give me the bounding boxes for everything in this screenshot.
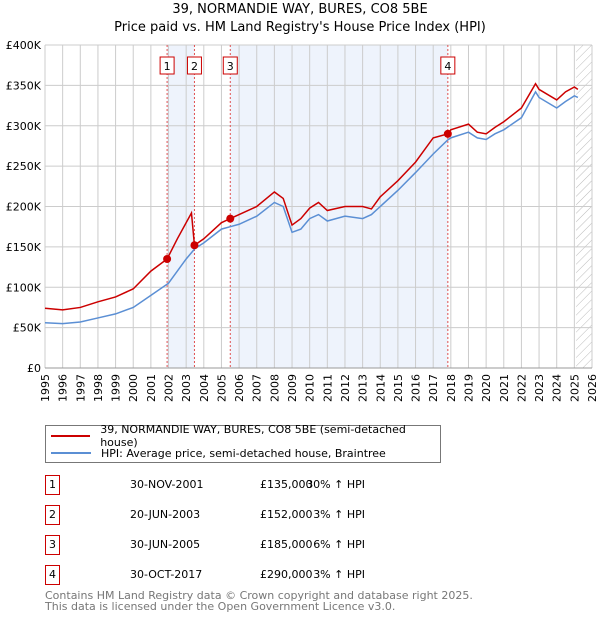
y-tick-label: £400K: [6, 39, 42, 52]
x-tick-label: 2001: [145, 374, 158, 402]
y-tick-label: £300K: [6, 120, 42, 133]
price-chart: 1995 1996 1997 1998 1999 2000 2001 2002 2003 2004…: [6, 39, 599, 402]
sale-date: 30-JUN-2005: [130, 538, 201, 551]
x-tick-label: 2014: [374, 374, 387, 402]
x-tick-label: 2023: [533, 374, 546, 402]
sale-marker-label: 1: [45, 475, 60, 495]
footer: Contains HM Land Registry data © Crown c…: [45, 590, 473, 612]
x-tick-label: 2018: [445, 374, 458, 402]
y-tick-label: £350K: [6, 79, 42, 92]
sale-marker-box: [186, 56, 202, 75]
x-tick-label: 2000: [127, 374, 140, 402]
legend-item-hpi: HPI: Average price, semi-detached house,…: [51, 445, 386, 461]
x-tick-label: 1999: [110, 374, 123, 402]
sale-row: 3 30-JUN-2005 £185,000 6% ↑ HPI: [45, 535, 445, 555]
sale-marker-label: 3: [227, 60, 234, 73]
x-tick-label: 2022: [515, 374, 528, 402]
x-tick-label: 2015: [392, 374, 405, 402]
sale-price: £290,000: [260, 568, 313, 581]
x-tick-label: 1996: [57, 374, 70, 402]
footer-line-1: Contains HM Land Registry data © Crown c…: [45, 589, 473, 602]
sale-date: 30-OCT-2017: [130, 568, 203, 581]
legend-swatch: [51, 452, 91, 454]
sale-price: £152,000: [260, 508, 313, 521]
x-tick-label: 2013: [357, 374, 370, 402]
sale-hpi-diff: 6% ↑ HPI: [313, 538, 365, 551]
sale-price: £135,000: [260, 478, 313, 491]
legend-label: 39, NORMANDIE WAY, BURES, CO8 5BE (semi-…: [100, 423, 406, 449]
y-tick-label: £50K: [13, 322, 42, 335]
y-tick-label: £0: [27, 362, 41, 375]
sale-hpi-diff: 30% ↑ HPI: [306, 478, 365, 491]
x-tick-label: 2008: [268, 374, 281, 402]
sale-marker-label: 2: [191, 60, 198, 73]
chart-title: 39, NORMANDIE WAY, BURES, CO8 5BE: [172, 2, 428, 17]
x-tick-label: 2017: [427, 374, 440, 402]
chart-subtitle: Price paid vs. HM Land Registry's House …: [114, 20, 486, 35]
hpi-line: [44, 90, 579, 325]
sale-marker-label: 2: [45, 505, 60, 525]
sale-hpi-diff: 3% ↑ HPI: [313, 568, 365, 581]
x-tick-label: 2006: [233, 374, 246, 402]
sale-marker-label: 4: [444, 60, 451, 73]
footer-line-2: This data is licensed under the Open Gov…: [45, 600, 396, 613]
y-tick-label: £200K: [6, 201, 42, 214]
x-tick-label: 1998: [92, 374, 105, 402]
x-tick-label: 2019: [462, 374, 475, 402]
x-tick-label: 1995: [39, 374, 52, 402]
sale-point: [226, 214, 235, 223]
sale-marker-box: [159, 56, 175, 75]
x-tick-label: 2020: [480, 374, 493, 402]
x-tick-label: 2024: [551, 374, 564, 402]
sale-marker-box: [222, 56, 238, 75]
x-tick-label: 2026: [586, 374, 599, 402]
sale-marker-label: 4: [45, 565, 60, 585]
x-tick-label: 2002: [163, 374, 176, 402]
sale-row: 1 30-NOV-2001 £135,000 30% ↑ HPI: [45, 475, 445, 495]
sale-row: 2 20-JUN-2003 £152,000 3% ↑ HPI: [45, 505, 445, 525]
sale-point: [443, 129, 452, 138]
x-tick-label: 2012: [339, 374, 352, 402]
x-tick-label: 2016: [410, 374, 423, 402]
sale-marker-label: 1: [164, 60, 171, 73]
legend-item-property: 39, NORMANDIE WAY, BURES, CO8 5BE (semi-…: [51, 423, 440, 449]
x-tick-label: 2009: [286, 374, 299, 402]
sale-point: [163, 254, 172, 263]
sale-point: [190, 241, 199, 250]
x-tick-label: 2007: [251, 374, 264, 402]
legend-label: HPI: Average price, semi-detached house,…: [101, 446, 386, 460]
sale-price: £185,000: [260, 538, 313, 551]
sale-marker-label: 3: [45, 535, 60, 555]
sale-date: 30-NOV-2001: [130, 478, 204, 491]
x-tick-label: 2021: [498, 374, 511, 402]
x-tick-label: 2004: [198, 374, 211, 402]
y-tick-label: £100K: [6, 281, 42, 294]
sale-hpi-diff: 3% ↑ HPI: [313, 508, 365, 521]
x-tick-label: 2025: [568, 374, 581, 402]
y-tick-label: £150K: [6, 241, 42, 254]
legend: 39, NORMANDIE WAY, BURES, CO8 5BE (semi-…: [45, 423, 441, 463]
legend-swatch: [51, 435, 91, 437]
sale-marker-box: [440, 56, 456, 75]
sale-row: 4 30-OCT-2017 £290,000 3% ↑ HPI: [45, 565, 445, 585]
x-tick-label: 1997: [74, 374, 87, 402]
x-tick-label: 2005: [215, 374, 228, 402]
x-tick-label: 2003: [180, 374, 193, 402]
x-tick-label: 2011: [321, 374, 334, 402]
x-tick-label: 2010: [304, 374, 317, 402]
y-tick-label: £250K: [6, 160, 42, 173]
sale-date: 20-JUN-2003: [130, 508, 201, 521]
